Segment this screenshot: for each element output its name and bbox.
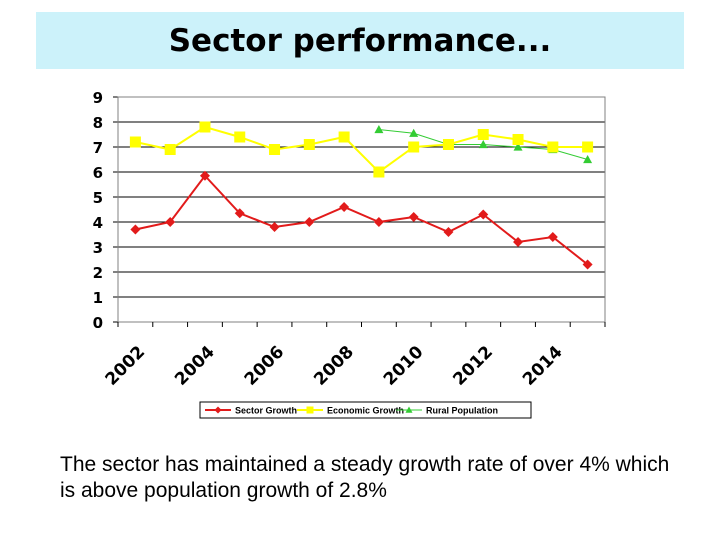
sector-growth-point xyxy=(513,237,524,247)
x-tick-label: 2002 xyxy=(102,342,150,390)
economic-growth-point xyxy=(512,134,524,145)
y-tick-label: 4 xyxy=(93,214,103,232)
economic-growth-point xyxy=(408,141,420,153)
legend-label: Sector Growth xyxy=(235,406,297,416)
legend-box xyxy=(199,401,532,419)
legend-marker-sector-growth xyxy=(214,406,222,414)
legend-marker-economic-growth xyxy=(306,406,314,414)
sector-growth-point xyxy=(443,227,454,237)
sector-growth-point xyxy=(199,170,210,181)
economic-growth-point xyxy=(547,141,559,153)
slide-title: Sector performance... xyxy=(168,22,552,59)
sector-growth-point xyxy=(478,209,489,220)
sector-growth-point xyxy=(547,232,558,242)
sector-growth-point xyxy=(373,217,384,227)
x-tick-label: 2004 xyxy=(171,342,219,390)
sector-growth-point xyxy=(408,212,419,222)
sector-growth-point xyxy=(269,222,280,232)
plot-area xyxy=(117,96,606,323)
economic-growth-point xyxy=(164,144,176,155)
x-tick-label: 2006 xyxy=(241,342,289,390)
y-tick-label: 1 xyxy=(93,289,103,307)
y-tick-label: 9 xyxy=(93,89,103,107)
economic-growth-point xyxy=(338,131,350,143)
rural-population-point xyxy=(374,125,384,134)
line-chart: 0 1 2 3 4 5 6 7 8 9 2002 2004 2006 2008 2010 2012 2014 Se… xyxy=(93,89,606,419)
sector-growth-point xyxy=(130,224,141,235)
economic-growth-point xyxy=(234,131,246,143)
sector-growth-point xyxy=(234,208,245,219)
y-tick-label: 3 xyxy=(93,239,103,257)
x-tick-label: 2012 xyxy=(449,342,497,390)
sector-growth-point xyxy=(582,259,593,270)
economic-growth-point xyxy=(442,139,454,150)
y-tick-label: 0 xyxy=(93,314,103,332)
rural-population-point xyxy=(513,142,523,151)
legend-marker-rural-population xyxy=(405,406,413,413)
y-tick-label: 5 xyxy=(93,189,103,207)
slide-caption: The sector has maintained a steady growt… xyxy=(60,453,670,502)
sector-growth-point xyxy=(165,217,176,227)
economic-growth-point xyxy=(303,139,315,150)
sector-growth-line xyxy=(135,174,589,266)
legend-label: Economic Growth xyxy=(327,406,404,416)
y-tick-label: 2 xyxy=(93,264,103,282)
x-tick-label: 2008 xyxy=(310,342,358,390)
x-tick-label: 2014 xyxy=(519,342,567,390)
y-tick-label: 7 xyxy=(93,139,103,157)
economic-growth-point xyxy=(477,129,489,140)
economic-growth-point xyxy=(199,121,211,133)
title-banner: Sector performance... xyxy=(36,12,684,69)
sector-growth-point xyxy=(339,202,350,212)
y-tick-label: 8 xyxy=(93,114,103,132)
sector-growth-point xyxy=(304,217,315,227)
rural-population-point xyxy=(478,140,488,149)
rural-population-point xyxy=(583,155,593,164)
legend-label: Rural Population xyxy=(426,406,498,416)
economic-growth-point xyxy=(129,136,141,148)
economic-growth-line xyxy=(135,125,588,174)
rural-population-point xyxy=(409,128,419,137)
economic-growth-point xyxy=(269,144,281,155)
x-tick-label: 2010 xyxy=(380,342,428,390)
economic-growth-point xyxy=(582,141,594,153)
y-tick-label: 6 xyxy=(93,164,103,182)
economic-growth-point xyxy=(373,166,385,178)
